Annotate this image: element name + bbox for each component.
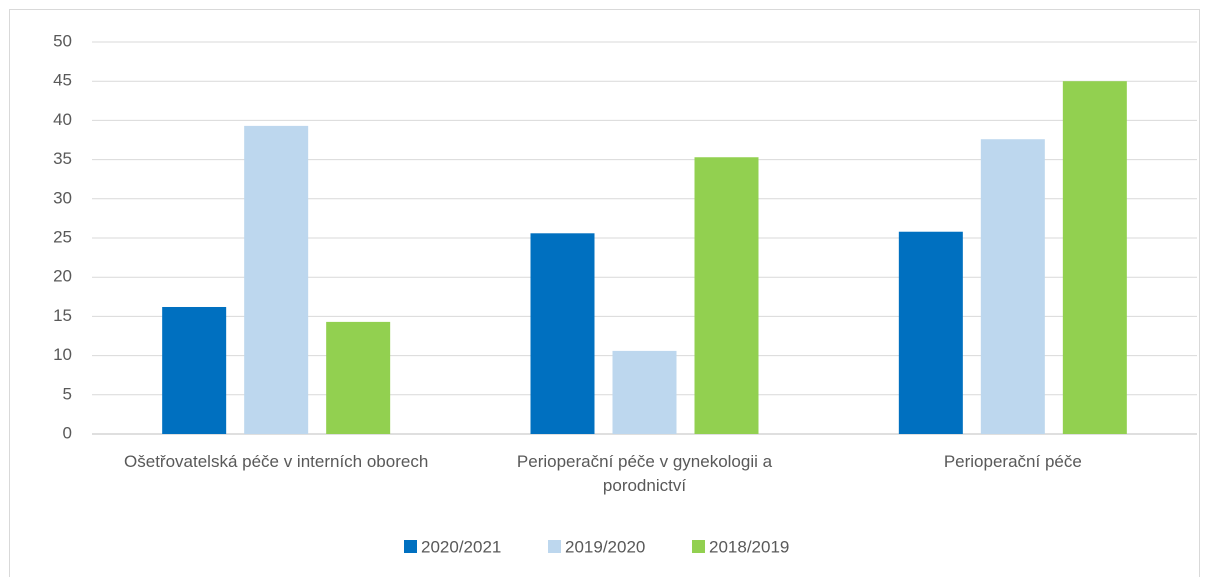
legend-label: 2018/2019 bbox=[709, 537, 789, 556]
bar bbox=[326, 321, 391, 434]
y-tick-label: 40 bbox=[53, 110, 72, 129]
bar bbox=[694, 157, 759, 435]
y-tick-label: 0 bbox=[63, 423, 72, 442]
bar bbox=[1062, 81, 1127, 434]
x-tick-label: Perioperační péče bbox=[943, 452, 1082, 471]
y-tick-label: 10 bbox=[53, 345, 72, 364]
y-tick-label: 5 bbox=[63, 384, 72, 403]
y-tick-label: 35 bbox=[53, 149, 72, 168]
bar bbox=[530, 233, 595, 434]
bar bbox=[612, 350, 677, 434]
y-tick-label: 50 bbox=[53, 31, 72, 50]
y-tick-label: 25 bbox=[53, 227, 72, 246]
x-tick-label: Perioperační péče v gynekologii a porodn… bbox=[516, 452, 773, 495]
bar bbox=[162, 306, 227, 434]
chart-border bbox=[9, 9, 1200, 577]
bar bbox=[980, 139, 1045, 434]
legend-label: 2019/2020 bbox=[565, 537, 645, 556]
legend-swatch bbox=[404, 540, 417, 553]
legend-swatch bbox=[692, 540, 705, 553]
legend-label: 2020/2021 bbox=[421, 537, 501, 556]
x-tick-label: Ošetřovatelská péče v interních oborech bbox=[124, 452, 429, 471]
y-tick-label: 15 bbox=[53, 306, 72, 325]
y-tick-label: 30 bbox=[53, 188, 72, 207]
y-tick-label: 20 bbox=[53, 267, 72, 286]
bar bbox=[244, 125, 309, 434]
y-tick-label: 45 bbox=[53, 71, 72, 90]
bar bbox=[898, 231, 963, 434]
legend-swatch bbox=[548, 540, 561, 553]
